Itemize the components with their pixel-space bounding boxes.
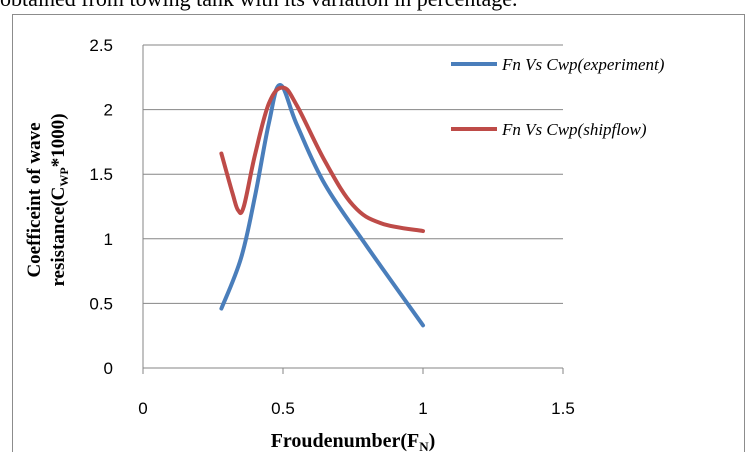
legend-label-shipflow: Fn Vs Cwp(shipflow): [501, 120, 647, 139]
caption-text: obtained from towing tank with its varia…: [0, 0, 745, 14]
series-line-shipflow: [219, 85, 425, 234]
y-axis-title-line1-text: Coefficeint of wave: [24, 122, 45, 277]
y-tick-label: 1.5: [89, 165, 113, 184]
x-tick-labels: 0 0.5 1 1.5: [138, 399, 575, 418]
y-axis-title-line2-pre: resistance(C: [48, 187, 69, 287]
series-line-experiment: [219, 83, 425, 328]
legend: Fn Vs Cwp(experiment) Fn Vs Cwp(shipflow…: [451, 55, 665, 139]
x-axis-title-text: Froudenumber(F: [271, 430, 420, 452]
x-tick-label: 1: [418, 399, 427, 418]
grid-lines: [142, 44, 564, 374]
y-axis-title-line1: Coefficeint of wave: [24, 122, 45, 277]
y-tick-label: 2: [104, 101, 113, 120]
y-tick-label: 0.5: [89, 294, 113, 313]
y-tick-label: 0: [104, 359, 113, 378]
x-axis-title-end: ): [429, 430, 436, 452]
y-tick-label: 1: [104, 230, 113, 249]
y-axis-title-line2-post: *1000): [48, 113, 69, 167]
y-tick-label: 2.5: [89, 36, 113, 55]
x-tick-label: 0: [138, 399, 147, 418]
x-axis-title: Froudenumber(FN): [271, 430, 436, 452]
y-axis-title-line2: resistance(CWP*1000): [48, 113, 71, 286]
x-tick-label: 0.5: [271, 399, 295, 418]
x-tick-label: 1.5: [551, 399, 575, 418]
x-axis-title-sub: N: [419, 439, 429, 452]
legend-label-experiment: Fn Vs Cwp(experiment): [501, 55, 665, 74]
y-tick-labels: 0 0.5 1 1.5 2 2.5: [89, 36, 113, 378]
y-axis-title-line2-sub: WP: [57, 167, 71, 186]
series-lines: [219, 83, 425, 328]
